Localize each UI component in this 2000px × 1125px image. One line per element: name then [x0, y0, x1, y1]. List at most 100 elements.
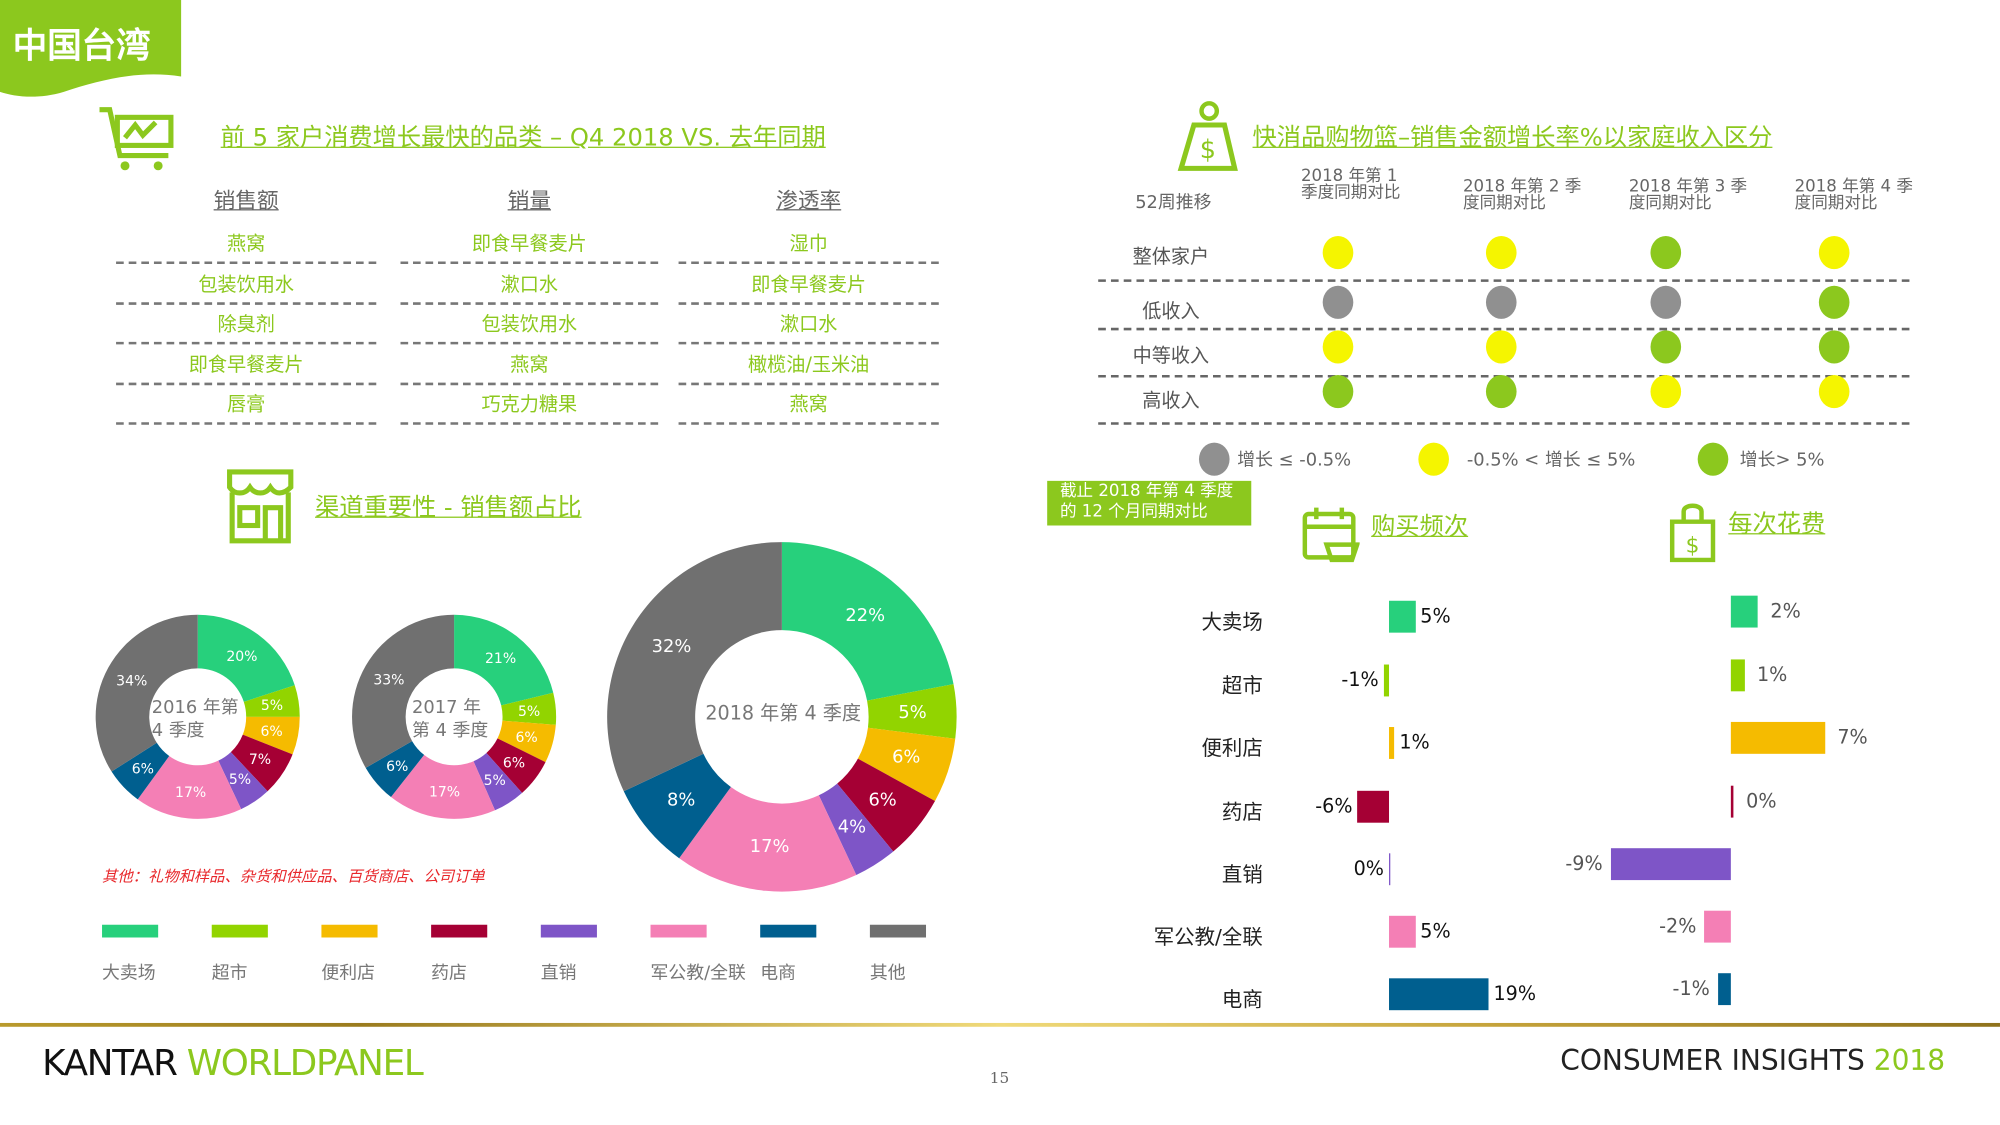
shopping-bag-dollar-icon: $ — [1669, 503, 1716, 563]
slice-label: 34% — [116, 674, 147, 690]
donut-slice — [242, 716, 300, 755]
store-icon — [227, 469, 294, 544]
growth-indicator-dot — [1650, 235, 1682, 270]
legend-swatch — [321, 924, 378, 938]
donut-slice — [218, 752, 268, 810]
cart-chart-icon — [99, 107, 174, 171]
slice-label: 5% — [518, 704, 540, 720]
slice-label: 17% — [429, 785, 460, 801]
slice-label: 8% — [667, 789, 695, 810]
donut-slice — [473, 752, 523, 811]
spend-bar — [1730, 721, 1825, 754]
page-number: 15 — [989, 1068, 1010, 1087]
category-item: 漱口水 — [400, 265, 659, 305]
spend-bar — [1717, 973, 1731, 1006]
legend-swatch — [869, 924, 927, 938]
basket-title: 快消品购物篮–销售金额增长率%以家庭收入区分 — [1252, 123, 1773, 152]
donut-slice — [197, 614, 295, 702]
donut-slice — [486, 738, 546, 793]
quarter-header: 2018 年第 2 季度同期对比 — [1462, 177, 1582, 214]
slice-label: 5% — [261, 698, 283, 714]
money-bag-person-icon: $ — [1177, 101, 1238, 171]
category-item: 即食早餐麦片 — [400, 224, 659, 265]
donut-slice — [391, 754, 495, 819]
legend-dot — [1418, 442, 1449, 476]
channel-row-label: 超市 — [1221, 673, 1263, 698]
slice-label: 20% — [226, 649, 257, 665]
frequency-value: -1% — [1341, 668, 1379, 692]
growth-indicator-dot — [1322, 235, 1354, 270]
growth-indicator-dot — [1485, 374, 1517, 409]
legend-dot — [1697, 442, 1729, 476]
growth-indicator-dot — [1818, 374, 1850, 409]
spend-bar — [1610, 848, 1731, 881]
quarter-header: 2018 年第 3 季度同期对比 — [1628, 177, 1748, 214]
donut-slice — [365, 741, 425, 798]
category-item: 包装饮用水 — [116, 265, 377, 305]
legend-swatch — [211, 924, 268, 938]
donut-slice — [501, 692, 557, 725]
row-divider — [1098, 279, 1910, 282]
donut-slice — [230, 734, 293, 792]
growth-indicator-dot — [1485, 330, 1517, 364]
income-row-label: 低收入 — [1142, 299, 1200, 323]
top5-title: 前 5 家户消费增长最快的品类 – Q4 2018 VS. 去年同期 — [220, 123, 826, 152]
donut-slice — [781, 542, 954, 701]
row-divider — [1098, 422, 1910, 425]
legend-swatch — [650, 924, 707, 938]
frequency-bar — [1389, 600, 1416, 633]
legend-swatch — [760, 924, 817, 938]
donut-center-title-2018: 2018 年第 4 季度 — [705, 701, 862, 725]
category-item: 湿巾 — [678, 224, 939, 265]
slice-label: 17% — [175, 785, 206, 801]
consumer-insights-label: CONSUMER INSIGHTS 2018 — [1560, 1046, 1945, 1078]
frequency-bar — [1383, 664, 1389, 697]
channel-row-label: 便利店 — [1201, 735, 1263, 761]
spend-value: 2% — [1770, 599, 1801, 623]
spend-title: 每次花费 — [1728, 510, 1826, 539]
legend-label: 直销 — [540, 963, 577, 984]
slice-label: 5% — [898, 702, 926, 723]
channel-row-label: 直销 — [1221, 862, 1263, 887]
slice-label: 6% — [892, 746, 920, 767]
donut-slice — [679, 787, 857, 892]
growth-indicator-dot — [1818, 330, 1850, 364]
slice-label: 6% — [386, 759, 408, 775]
slice-label: 21% — [485, 651, 516, 667]
spend-value: -9% — [1565, 852, 1603, 875]
column-header: 销量 — [507, 188, 552, 215]
legend-label: 超市 — [211, 963, 248, 984]
donut-center-title-2016: 2016 年第 4 季度 — [151, 697, 239, 742]
frequency-value: 19% — [1493, 982, 1537, 1006]
frequency-bar — [1389, 978, 1489, 1011]
category-item: 即食早餐麦片 — [678, 265, 939, 305]
column-header: 渗透率 — [776, 188, 842, 215]
kantar-worldpanel-logo: KANTAR WORLDPANEL — [42, 1042, 424, 1084]
donut-slice — [243, 685, 300, 717]
insights-year: 2018 — [1873, 1045, 1946, 1078]
channel-row-label: 药店 — [1221, 799, 1263, 824]
legend-label: 其他 — [869, 963, 906, 984]
legend-label: 大卖场 — [102, 963, 156, 984]
legend-label: 军公教/全联 — [650, 963, 746, 984]
basket-corner-label: 52周推移 — [1135, 192, 1212, 214]
frequency-value: 5% — [1420, 919, 1451, 943]
category-item: 橄榄油/玉米油 — [678, 345, 939, 385]
frequency-bar — [1389, 853, 1391, 886]
channel-row-label: 电商 — [1221, 987, 1263, 1012]
quarter-header: 2018 年第 4 季度同期对比 — [1794, 177, 1913, 214]
growth-indicator-dot — [1650, 330, 1682, 364]
category-item: 包装饮用水 — [400, 305, 659, 345]
category-item: 漱口水 — [678, 305, 939, 345]
channel-row-label: 大卖场 — [1201, 609, 1263, 634]
period-badge: 截止 2018 年第 4 季度 的 12 个月同期对比 — [1047, 480, 1252, 526]
slice-label: 7% — [249, 752, 271, 768]
frequency-value: 0% — [1353, 857, 1384, 881]
slice-label: 6% — [260, 724, 282, 740]
spend-bar — [1704, 910, 1731, 943]
growth-legend-label: 增长 ≤ -0.5% — [1237, 450, 1352, 471]
channel-row-label: 军公教/全联 — [1153, 924, 1263, 949]
row-divider — [1098, 327, 1910, 331]
period-badge-line: 截止 2018 年第 4 季度 — [1059, 482, 1234, 502]
